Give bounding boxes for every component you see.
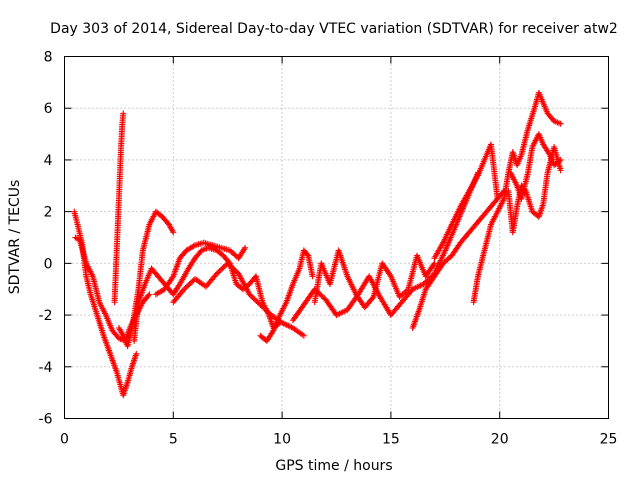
data-point bbox=[386, 271, 393, 278]
data-series bbox=[115, 208, 177, 350]
x-tick-label: 15 bbox=[382, 432, 400, 448]
y-tick-label: 4 bbox=[44, 153, 53, 169]
data-point bbox=[231, 266, 238, 273]
data-point bbox=[215, 269, 222, 276]
x-tick-label: 20 bbox=[491, 432, 509, 448]
data-point bbox=[170, 229, 177, 236]
data-point bbox=[185, 282, 192, 289]
data-point bbox=[183, 283, 190, 290]
data-point bbox=[249, 293, 256, 300]
data-point bbox=[221, 262, 228, 269]
y-tick-label: 8 bbox=[44, 50, 53, 66]
data-series bbox=[71, 208, 140, 399]
data-point bbox=[133, 350, 140, 357]
y-axis-label: SDTVAR / TECUs bbox=[7, 180, 23, 295]
data-point bbox=[227, 262, 234, 269]
y-tick-label: -2 bbox=[39, 308, 53, 324]
data-point bbox=[250, 295, 257, 302]
data-point bbox=[182, 284, 189, 291]
data-point bbox=[262, 306, 269, 313]
data-point bbox=[311, 286, 318, 293]
data-point bbox=[521, 186, 528, 193]
data-point bbox=[557, 167, 564, 174]
data-point bbox=[254, 299, 261, 306]
data-point bbox=[189, 278, 196, 285]
data-point bbox=[319, 293, 326, 300]
data-point bbox=[120, 110, 127, 117]
x-tick-label: 10 bbox=[273, 432, 291, 448]
data-series bbox=[507, 131, 564, 202]
data-point bbox=[251, 296, 258, 303]
y-tick-label: -6 bbox=[39, 412, 53, 428]
data-point bbox=[255, 300, 262, 307]
data-point bbox=[228, 264, 235, 271]
data-point bbox=[253, 297, 260, 304]
data-point bbox=[314, 288, 321, 295]
data-point bbox=[423, 278, 430, 285]
data-point bbox=[181, 286, 188, 293]
data-points bbox=[71, 89, 564, 399]
data-point bbox=[257, 301, 264, 308]
data-point bbox=[317, 291, 324, 298]
data-point bbox=[247, 292, 254, 299]
data-point bbox=[265, 309, 272, 316]
axis-ticks: 0 5 10 15 20 25 -6 -4 -2 0 2 4 6 8 bbox=[39, 50, 618, 448]
data-series bbox=[111, 110, 127, 306]
data-point bbox=[146, 291, 153, 298]
data-point bbox=[421, 279, 428, 286]
data-series bbox=[470, 89, 564, 306]
chart-title: Day 303 of 2014, Sidereal Day-to-day VTE… bbox=[50, 21, 618, 37]
data-series bbox=[289, 169, 481, 324]
data-point bbox=[212, 272, 219, 279]
data-point bbox=[219, 265, 226, 272]
y-tick-label: 6 bbox=[44, 101, 53, 117]
y-tick-label: -4 bbox=[39, 360, 53, 376]
x-tick-label: 5 bbox=[169, 432, 178, 448]
data-point bbox=[300, 332, 307, 339]
data-point bbox=[304, 251, 311, 258]
data-point bbox=[557, 120, 564, 127]
data-point bbox=[232, 268, 239, 275]
data-point bbox=[213, 270, 220, 277]
data-point bbox=[220, 264, 227, 271]
plot-frame bbox=[64, 56, 609, 419]
y-tick-label: 2 bbox=[44, 205, 53, 221]
data-point bbox=[258, 303, 265, 310]
data-point bbox=[430, 261, 437, 268]
data-point bbox=[313, 287, 320, 294]
data-point bbox=[226, 261, 233, 268]
x-tick-label: 0 bbox=[60, 432, 69, 448]
data-point bbox=[216, 268, 223, 275]
data-point bbox=[261, 305, 268, 312]
data-point bbox=[169, 274, 176, 281]
data-series bbox=[257, 247, 316, 344]
data-point bbox=[260, 304, 267, 311]
data-point bbox=[369, 295, 376, 302]
data-series bbox=[505, 144, 564, 236]
data-point bbox=[186, 281, 193, 288]
y-tick-label: 0 bbox=[44, 256, 53, 272]
data-point bbox=[318, 292, 325, 299]
x-tick-label: 25 bbox=[600, 432, 618, 448]
data-point bbox=[309, 273, 316, 280]
data-point bbox=[187, 279, 194, 286]
data-point bbox=[179, 287, 186, 294]
data-series bbox=[431, 141, 508, 262]
data-point bbox=[246, 291, 253, 298]
x-axis-label: GPS time / hours bbox=[275, 458, 392, 474]
data-point bbox=[264, 308, 271, 315]
data-series bbox=[152, 239, 249, 298]
data-series bbox=[311, 247, 438, 311]
data-point bbox=[145, 292, 152, 299]
data-point bbox=[315, 290, 322, 297]
data-series bbox=[170, 260, 307, 339]
data-point bbox=[217, 266, 224, 273]
data-point bbox=[420, 281, 427, 288]
data-point bbox=[224, 260, 231, 267]
data-point bbox=[230, 265, 237, 272]
data-series bbox=[409, 193, 503, 331]
data-point bbox=[242, 244, 249, 251]
